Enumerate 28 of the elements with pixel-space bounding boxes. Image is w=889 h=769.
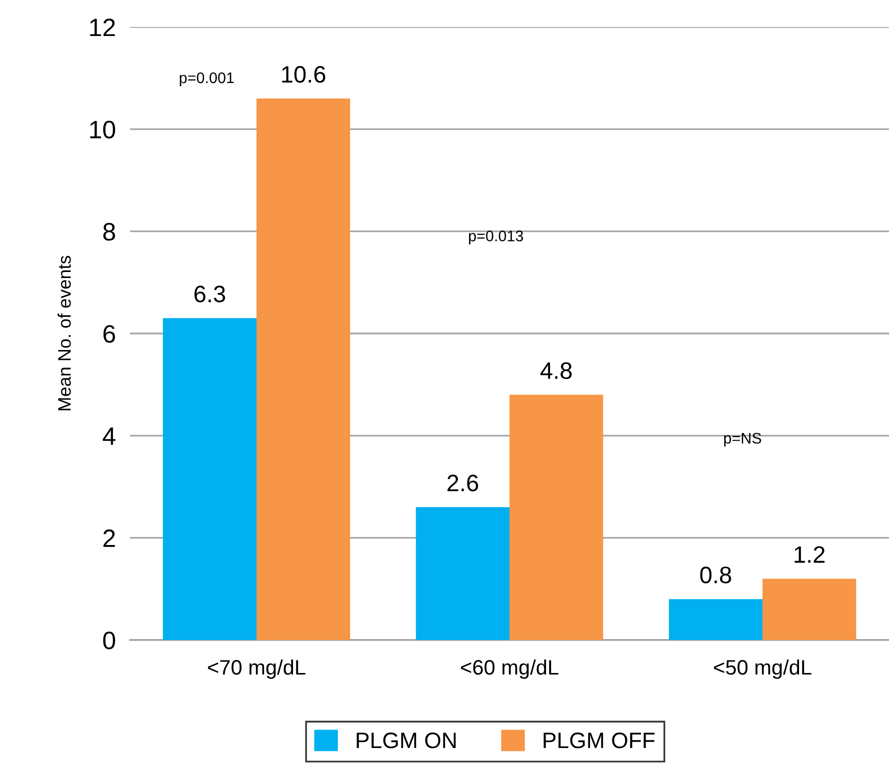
y-tick-label: 2: [103, 529, 115, 547]
data-label: 6.3: [194, 286, 226, 302]
y-axis-title: Mean No. of events: [58, 256, 71, 410]
y-tick-label: 10: [90, 120, 116, 138]
bar: [668, 599, 762, 640]
legend-label: PLGM ON: [356, 732, 456, 748]
x-tick-label: <70 mg/dL: [208, 659, 306, 679]
annotation: p=0.013: [469, 230, 523, 244]
legend-label: PLGM OFF: [544, 732, 655, 748]
bar: [762, 578, 856, 640]
bar: [510, 394, 604, 640]
data-label: 1.2: [794, 546, 825, 563]
annotation: p=0.001: [180, 72, 234, 86]
data-label: 10.6: [282, 66, 326, 83]
y-tick-label: 12: [90, 18, 115, 36]
data-label: 2.6: [447, 474, 478, 492]
data-label: 0.8: [700, 566, 732, 584]
y-tick-label: 6: [103, 325, 116, 343]
y-tick-label: 0: [103, 632, 116, 650]
y-tick-label: 4: [102, 428, 116, 445]
data-label: 4.8: [540, 362, 572, 380]
bar: [416, 507, 510, 640]
bar: [256, 98, 350, 640]
annotation: p=NS: [724, 432, 762, 447]
y-tick-label: 8: [103, 222, 116, 241]
x-tick-label: <50 mg/dL: [714, 659, 812, 679]
bar: [162, 318, 256, 640]
x-tick-label: <60 mg/dL: [461, 659, 558, 679]
